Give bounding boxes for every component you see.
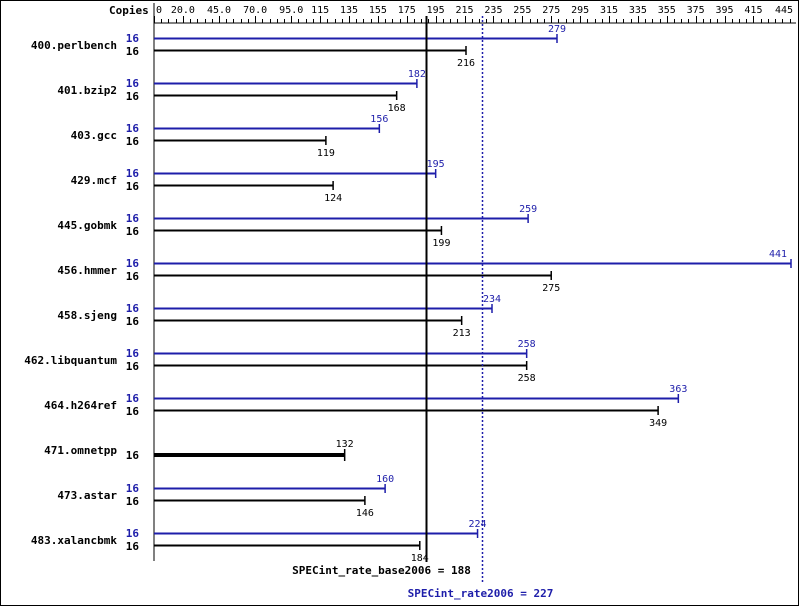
base-value: 184 (411, 553, 429, 564)
benchmark-label: 429.mcf (71, 174, 117, 187)
copies-header: Copies (109, 4, 149, 17)
base-copies: 16 (126, 225, 140, 238)
x-tick-label: 295 (571, 5, 589, 16)
base-value: 124 (324, 193, 342, 204)
peak-value: 259 (519, 204, 537, 215)
benchmark-label: 471.omnetpp (44, 444, 117, 457)
benchmark-label: 400.perlbench (31, 39, 117, 52)
peak-value: 258 (518, 339, 536, 350)
base-value: 349 (649, 418, 667, 429)
base-copies: 16 (126, 405, 140, 418)
x-tick-label: 95.0 (279, 5, 303, 16)
x-tick-label: 315 (600, 5, 618, 16)
x-tick-label: 0 (156, 5, 162, 16)
base-value: 119 (317, 148, 335, 159)
base-value: 168 (388, 103, 406, 114)
x-tick-label: 175 (398, 5, 416, 16)
benchmark-label: 483.xalancbmk (31, 534, 117, 547)
peak-value: 224 (469, 519, 487, 530)
peak-copies: 16 (126, 347, 140, 360)
x-tick-label: 70.0 (243, 5, 267, 16)
peak-value: 279 (548, 24, 566, 35)
benchmark-label: 456.hmmer (57, 264, 117, 277)
benchmark-label: 462.libquantum (24, 354, 117, 367)
benchmark-label: 473.astar (57, 489, 117, 502)
peak-copies: 16 (126, 212, 140, 225)
x-tick-label: 275 (542, 5, 560, 16)
x-tick-label: 195 (427, 5, 445, 16)
peak-copies: 16 (126, 527, 140, 540)
peak-value: 160 (376, 474, 394, 485)
x-tick-label: 45.0 (207, 5, 231, 16)
base-copies: 16 (126, 315, 140, 328)
base-value: 216 (457, 58, 475, 69)
base-copies: 16 (126, 180, 140, 193)
peak-mean-label: SPECint_rate2006 = 227 (408, 587, 554, 600)
peak-copies: 16 (126, 392, 140, 405)
x-tick-label: 135 (340, 5, 358, 16)
peak-copies: 16 (126, 302, 140, 315)
base-copies: 16 (126, 135, 140, 148)
benchmark-label: 458.sjeng (57, 309, 117, 322)
base-copies: 16 (126, 45, 140, 58)
x-tick-label: 415 (744, 5, 762, 16)
base-value: 132 (336, 439, 354, 450)
peak-value: 441 (769, 249, 787, 260)
base-copies: 16 (126, 360, 140, 373)
benchmark-label: 403.gcc (71, 129, 117, 142)
base-mean-label: SPECint_rate_base2006 = 188 (292, 564, 471, 577)
x-tick-label: 445 (775, 5, 793, 16)
benchmark-label: 445.gobmk (57, 219, 117, 232)
base-value: 146 (356, 508, 374, 519)
base-copies: 16 (126, 90, 140, 103)
benchmark-label: 401.bzip2 (57, 84, 117, 97)
peak-value: 156 (370, 114, 388, 125)
peak-value: 182 (408, 69, 426, 80)
x-tick-label: 335 (629, 5, 647, 16)
x-tick-label: 375 (687, 5, 705, 16)
x-tick-label: 155 (369, 5, 387, 16)
peak-value: 234 (483, 294, 501, 305)
base-value: 258 (518, 373, 536, 384)
x-tick-label: 235 (484, 5, 502, 16)
benchmark-label: 464.h264ref (44, 399, 117, 412)
x-tick-label: 355 (658, 5, 676, 16)
peak-value: 363 (669, 384, 687, 395)
x-tick-label: 20.0 (171, 5, 195, 16)
base-copies: 16 (126, 495, 140, 508)
peak-copies: 16 (126, 257, 140, 270)
peak-copies: 16 (126, 122, 140, 135)
base-value: 199 (432, 238, 450, 249)
peak-copies: 16 (126, 32, 140, 45)
peak-copies: 16 (126, 482, 140, 495)
x-tick-label: 215 (456, 5, 474, 16)
x-tick-label: 395 (716, 5, 734, 16)
x-tick-label: 255 (513, 5, 531, 16)
base-value: 213 (453, 328, 471, 339)
peak-value: 195 (427, 159, 445, 170)
base-copies: 16 (126, 449, 140, 462)
base-copies: 16 (126, 540, 140, 553)
peak-copies: 16 (126, 77, 140, 90)
base-value: 275 (542, 283, 560, 294)
x-tick-label: 115 (311, 5, 329, 16)
peak-copies: 16 (126, 167, 140, 180)
base-copies: 16 (126, 270, 140, 283)
